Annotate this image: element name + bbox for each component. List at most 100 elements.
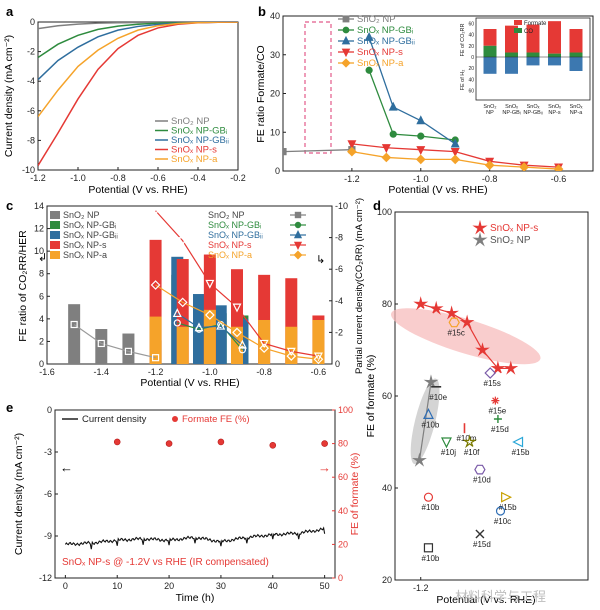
panel-c-bar-a (258, 319, 271, 364)
panel-d-literature-label: #15d (491, 425, 509, 434)
panel-b-inset-bar-formate (483, 29, 497, 46)
panel-c-legend-label: SnO₂ NP (63, 210, 100, 220)
panel-d-literature-marker (493, 415, 502, 423)
panel-d: -1.2 20 40 60 80 100 #15c #15s #10e #15e #10b #15d… (365, 207, 589, 606)
panel-c-point-s (259, 339, 269, 349)
panel-c-bar-a (312, 319, 325, 364)
panel-b-point-a (347, 146, 357, 157)
panel-c-ylabel-right: Partial current density(CO₂RR) (mA cm⁻²) (354, 198, 365, 374)
panel-c-y-tick-label: 6 (39, 291, 44, 301)
panel-b-inset-category-label: SnOₓ (570, 104, 583, 110)
panel-b-point-s (347, 140, 357, 150)
panel-e-lines (64, 438, 328, 550)
panel-d-point-np (423, 374, 439, 389)
panel-a: -1.2 -1.0 -0.8 -0.6 -0.4 -0.2 0 -2 -4 -6 -8 -10 Pot… (3, 17, 246, 196)
panel-d-y-tick-label: 100 (377, 207, 392, 217)
panel-c-legend-label: SnOₓ NP-s (63, 240, 107, 250)
panel-b-point-a (450, 154, 461, 165)
panel-b-point-gb1 (417, 132, 425, 140)
panel-c-point-np (151, 354, 160, 362)
panel-e-legend-marker (172, 416, 178, 422)
panel-c-y-tick-label: 10 (34, 246, 44, 256)
panel-d-series-line-np (418, 382, 432, 461)
panel-c-legend-right-label: SnOₓ NP-GBᵢᵢ (208, 230, 263, 240)
panel-e-frame (54, 409, 336, 579)
panel-b-y-tick-label: 20 (270, 89, 280, 99)
panel-c-point-s (286, 347, 296, 357)
panel-e-y-tick-label: 0 (47, 405, 52, 415)
panel-e-ylabel-right: FE of formate (%) (349, 453, 361, 536)
panel-c-bar-gb2 (214, 305, 227, 364)
panel-a-series-line-np (38, 22, 238, 30)
panel-e-fe-point (217, 438, 225, 446)
panel-c-point-gb2 (216, 320, 226, 330)
panel-c-point-a (232, 327, 242, 338)
panel-d-literature-marker (475, 529, 485, 539)
panel-e-yr-tick-label: 40 (338, 506, 348, 516)
panel-b-ylabel: FE ratio Formate/CO (255, 45, 267, 142)
panel-e-y-tick-label: -9 (44, 531, 52, 541)
panel-c-y-tick-label: 8 (39, 269, 44, 279)
panel-b-inset-bar-co (483, 45, 497, 57)
panel-b-inset-category-label: SnOₓ (505, 104, 518, 110)
panel-d-literature-marker (440, 437, 452, 449)
panel-c-y-tick-label: 4 (39, 314, 44, 324)
panel-b-inset-category-label: NP-GBᵢ (502, 110, 520, 116)
panel-e-ylabel: Current density (mA cm⁻²) (13, 433, 25, 555)
panel-c-x-tick-label: -0.6 (311, 367, 327, 377)
panel-c-legend-swatch (50, 251, 60, 259)
panel-d-literature-label: #10e (429, 393, 447, 402)
panel-c-x-tick-label: -1.4 (94, 367, 110, 377)
panel-b-legend-label: SnOₓ NP-s (357, 47, 403, 58)
panel-a-xlabel: Potential (V vs. RHE) (88, 184, 187, 196)
panel-d-literature-marker (462, 434, 478, 449)
panel-c-x-tick-label: -1.6 (39, 367, 55, 377)
panel-d-literature-label: #10b (422, 554, 440, 563)
panel-e-x-tick-label: 50 (320, 581, 330, 591)
panel-a-legend-label: SnO₂ NP (171, 116, 210, 127)
panel-b-legend-label: SnO₂ NP (357, 14, 396, 25)
panel-c-point-np (124, 347, 133, 355)
panel-d-y-tick-label: 60 (382, 391, 392, 401)
panel-c: -1.6 -1.4 -1.2 -1.0 -0.8 -0.6 0 2 4 6 8 10 12 14 0 -2 -4… (17, 198, 365, 389)
panel-a-x-tick-label: -0.8 (110, 173, 126, 183)
panel-d-legend-label: SnO₂ NP (490, 235, 531, 246)
panel-d-highlight-s (391, 308, 541, 365)
panel-b-xlabel: Potential (V vs. RHE) (388, 184, 487, 196)
panel-b-point-gb1 (389, 130, 397, 138)
panel-c-legend-swatch (50, 221, 60, 229)
panel-b-inset-tick-label: 0 (471, 55, 474, 61)
panel-e-yr-tick-label: 0 (338, 573, 343, 583)
panel-c-point-a (286, 351, 297, 361)
panel-e-legend: Current density Formate FE (%) (62, 414, 250, 425)
panel-b-inset-bar-h2 (483, 57, 497, 74)
panel-b-legend-marker (342, 26, 350, 34)
panel-d-literature-label: #15b (512, 448, 530, 457)
panel-b-point-gb2 (388, 101, 398, 111)
panel-d-plot: #15c #15s #10e #15e #10b #15d #10m#10j #10f #15b… (391, 296, 541, 563)
panel-b-legend-marker (342, 15, 350, 23)
panel-d-literature-marker (448, 317, 460, 328)
panel-c-bar-a (149, 316, 162, 364)
panel-b-inset-bar-co (526, 52, 540, 57)
panel-d-point-s (475, 342, 490, 357)
panel-b-legend-label: SnOₓ NP-GBᵢ (357, 25, 414, 36)
panel-e-xlabel: Time (h) (176, 592, 215, 604)
panel-b: -1.2 -1.0 -0.8 -0.6 0 10 20 30 40 Potential (V v… (255, 11, 594, 196)
panel-b-inset-tick-label: 20 (468, 44, 474, 50)
panel-a-ylabel: Current density (mA cm⁻²) (3, 35, 15, 157)
panel-d-literature-marker (423, 492, 434, 502)
panel-b-point-a (553, 164, 564, 171)
panel-b-point-a (519, 162, 529, 171)
panel-a-x-tick-label: -0.6 (150, 173, 166, 183)
panel-c-line-a (155, 284, 319, 360)
panel-c-x-tick-label: -0.8 (256, 367, 272, 377)
panel-letter-a: a (6, 4, 14, 19)
panel-a-y-tick-label: -2 (27, 47, 35, 57)
panel-b-point-gb2 (416, 115, 426, 125)
panel-e-legend-fe: Formate FE (%) (182, 414, 250, 425)
panel-c-point-np (70, 320, 78, 329)
panel-b-point-a (484, 160, 495, 171)
